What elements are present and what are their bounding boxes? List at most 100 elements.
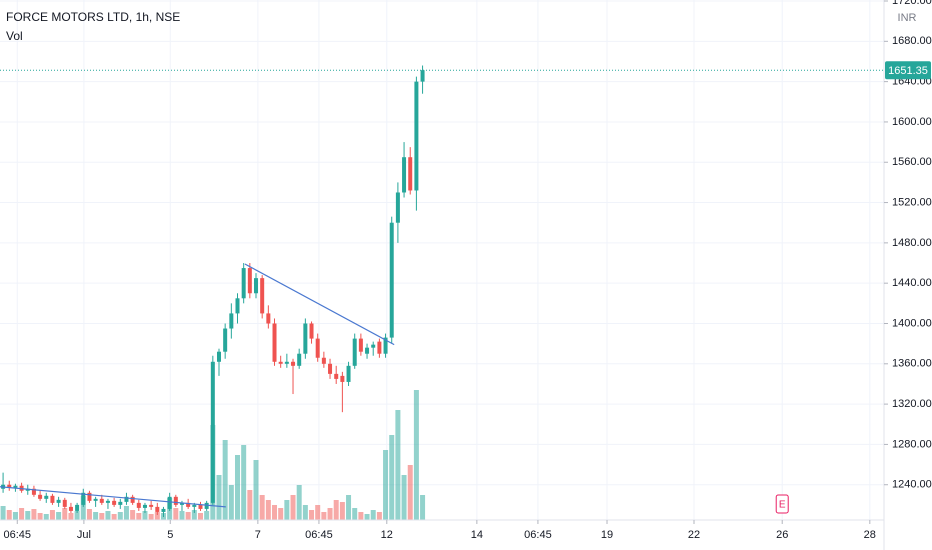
event-marker (775, 494, 789, 514)
candle-body (272, 323, 277, 362)
candle-body (173, 496, 178, 505)
candle-body (112, 500, 117, 505)
candles (1, 65, 425, 517)
volume-bar (259, 495, 265, 520)
volume-bar (346, 495, 352, 520)
y-tick-label: 1520.00 (892, 196, 932, 208)
x-tick-label: 06:45 (524, 529, 552, 541)
y-tick-label: 1320.00 (892, 398, 932, 410)
volume-bar (272, 505, 278, 520)
candle-body (235, 298, 240, 314)
candle-body (142, 504, 147, 508)
candle-body (383, 337, 388, 354)
candle-body (260, 278, 265, 314)
candle-body (87, 492, 92, 501)
candle-body (247, 268, 252, 294)
trend-line (244, 263, 395, 346)
candle-body (210, 361, 215, 503)
candle-body (229, 313, 234, 329)
y-tick-label: 1680.00 (892, 35, 932, 47)
y-tick-label: 1720.00 (892, 0, 932, 7)
volume-bar (327, 508, 333, 520)
volume-bar (136, 513, 142, 520)
volume-bar (197, 513, 203, 520)
x-tick-label: 28 (864, 529, 876, 541)
candle-body (389, 222, 394, 338)
volume-bar (333, 500, 339, 520)
volume-bar (191, 510, 197, 520)
candle-body (38, 494, 43, 499)
x-tick-label: 7 (255, 529, 261, 541)
volume-bar (389, 435, 395, 520)
candle-body (340, 375, 345, 382)
candle-body (223, 328, 228, 352)
currency: INR (898, 12, 917, 24)
volume-bar (284, 500, 290, 520)
candle-body (204, 502, 209, 509)
candle-body (216, 351, 221, 362)
candle-body (303, 323, 308, 354)
volume-bar (142, 511, 148, 520)
y-tick-label: 1560.00 (892, 156, 932, 168)
volume-bar (247, 490, 253, 520)
volume-bar (86, 509, 92, 520)
candle-body (13, 485, 18, 488)
candle-body (402, 157, 407, 193)
volume-bar (204, 511, 210, 520)
candle-body (81, 492, 86, 505)
y-tick-label: 1360.00 (892, 358, 932, 370)
x-tick-label: 06:45 (4, 529, 32, 541)
volume-bar (370, 510, 376, 520)
y-tick-label: 1280.00 (892, 438, 932, 450)
candle-body (420, 70, 425, 82)
volume-bar (49, 510, 55, 520)
volume-bar (401, 475, 407, 520)
y-tick-label: 1600.00 (892, 116, 932, 128)
y-tick-label: 1240.00 (892, 479, 932, 491)
volume-bar (364, 514, 370, 520)
candle-body (56, 499, 61, 503)
candle-body (278, 361, 283, 364)
volume-bar (105, 511, 111, 520)
volume-bar (154, 512, 160, 520)
x-tick-label: 12 (381, 529, 393, 541)
candle-body (130, 496, 135, 503)
volume-bar (37, 513, 43, 520)
volume-bar (290, 495, 296, 520)
x-tick-label: 26 (776, 529, 788, 541)
volume-bar (420, 495, 426, 520)
candle-body (371, 344, 376, 348)
trend-line (0, 486, 226, 508)
candle-body (62, 499, 67, 507)
x-tick-label: 5 (167, 529, 173, 541)
volume-label: Vol (6, 29, 23, 43)
candle-body (334, 373, 339, 379)
candle-body (266, 313, 271, 324)
volume-bar (339, 502, 345, 520)
volume-bar (352, 508, 358, 520)
candle-body (136, 502, 141, 508)
candle-body (161, 508, 166, 512)
volume-bar (43, 514, 49, 520)
volume-bar (222, 440, 228, 520)
candle-body (31, 488, 36, 495)
candle-body (408, 157, 413, 191)
candle-body (192, 504, 197, 507)
candle-body (321, 357, 326, 364)
candle-body (377, 341, 382, 354)
candle-body (346, 365, 351, 382)
volume-bar (56, 512, 62, 520)
candle-body (309, 323, 314, 339)
candle-body (99, 498, 104, 503)
volume-bar (383, 450, 389, 520)
volume-bar (68, 513, 74, 520)
volume-bar (358, 512, 364, 520)
candle-body (7, 484, 12, 488)
volume-bar (253, 460, 259, 520)
volume-bar (407, 465, 413, 520)
candle-body (414, 81, 419, 191)
candle-body (186, 502, 191, 507)
candle-body (44, 495, 49, 499)
x-tick-label: 06:45 (305, 529, 333, 541)
candle-body (118, 501, 123, 505)
